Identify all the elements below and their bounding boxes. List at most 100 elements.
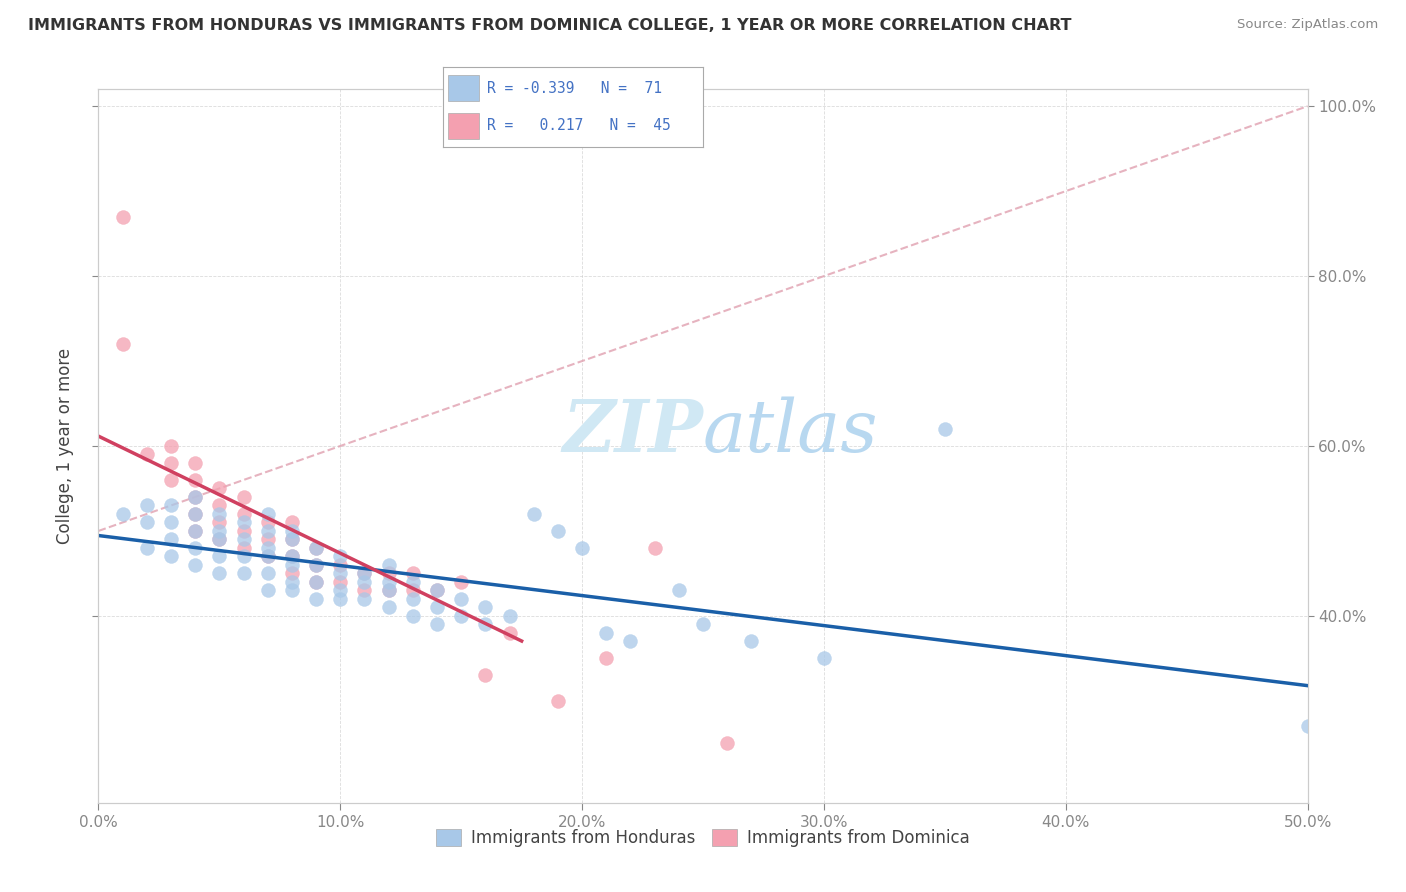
Point bbox=[281, 533, 304, 547]
Point bbox=[692, 617, 714, 632]
Text: R =   0.217   N =  45: R = 0.217 N = 45 bbox=[486, 118, 671, 133]
Point bbox=[329, 591, 352, 606]
Legend: Immigrants from Honduras, Immigrants from Dominica: Immigrants from Honduras, Immigrants fro… bbox=[427, 821, 979, 855]
Point bbox=[426, 583, 449, 598]
Point bbox=[281, 549, 304, 564]
Bar bbox=[449, 75, 479, 102]
Point bbox=[329, 583, 352, 598]
Point bbox=[232, 516, 254, 530]
Point bbox=[305, 558, 328, 572]
Point bbox=[232, 507, 254, 521]
Point bbox=[353, 591, 375, 606]
Point bbox=[595, 626, 617, 640]
Point bbox=[716, 736, 738, 750]
Point bbox=[256, 533, 278, 547]
Y-axis label: College, 1 year or more: College, 1 year or more bbox=[56, 348, 75, 544]
Point bbox=[377, 566, 399, 581]
Point bbox=[160, 439, 183, 453]
Point bbox=[377, 583, 399, 598]
Point bbox=[619, 634, 641, 648]
Point bbox=[402, 566, 425, 581]
Point bbox=[256, 541, 278, 555]
Point bbox=[232, 490, 254, 504]
Point bbox=[377, 558, 399, 572]
Point bbox=[208, 533, 231, 547]
Point bbox=[232, 549, 254, 564]
Point bbox=[184, 507, 207, 521]
Point bbox=[208, 549, 231, 564]
Point bbox=[256, 566, 278, 581]
Point bbox=[135, 499, 157, 513]
Point bbox=[208, 507, 231, 521]
Point bbox=[305, 541, 328, 555]
Point bbox=[208, 524, 231, 538]
Point bbox=[184, 524, 207, 538]
Point bbox=[474, 668, 496, 682]
Point bbox=[135, 541, 157, 555]
Point bbox=[668, 583, 690, 598]
Point bbox=[426, 617, 449, 632]
Point bbox=[135, 516, 157, 530]
Point bbox=[377, 583, 399, 598]
Point bbox=[329, 549, 352, 564]
Point bbox=[450, 591, 472, 606]
Point bbox=[450, 608, 472, 623]
Point bbox=[208, 533, 231, 547]
Text: IMMIGRANTS FROM HONDURAS VS IMMIGRANTS FROM DOMINICA COLLEGE, 1 YEAR OR MORE COR: IMMIGRANTS FROM HONDURAS VS IMMIGRANTS F… bbox=[28, 18, 1071, 33]
Point bbox=[571, 541, 593, 555]
Point bbox=[208, 499, 231, 513]
Point bbox=[402, 608, 425, 623]
Point bbox=[281, 566, 304, 581]
Point bbox=[402, 574, 425, 589]
Point bbox=[813, 651, 835, 665]
Point bbox=[111, 337, 134, 351]
Point bbox=[450, 574, 472, 589]
Point bbox=[281, 524, 304, 538]
Point bbox=[305, 541, 328, 555]
Point bbox=[1296, 719, 1319, 733]
Point bbox=[644, 541, 666, 555]
Point bbox=[305, 558, 328, 572]
Text: Source: ZipAtlas.com: Source: ZipAtlas.com bbox=[1237, 18, 1378, 31]
Point bbox=[184, 558, 207, 572]
Point bbox=[160, 533, 183, 547]
Point bbox=[184, 456, 207, 470]
Point bbox=[402, 591, 425, 606]
Point bbox=[160, 473, 183, 487]
Point bbox=[208, 516, 231, 530]
Point bbox=[281, 574, 304, 589]
Point bbox=[184, 524, 207, 538]
Point bbox=[547, 524, 569, 538]
Point bbox=[402, 583, 425, 598]
Point bbox=[426, 600, 449, 615]
Point bbox=[353, 566, 375, 581]
Point bbox=[232, 533, 254, 547]
Point bbox=[329, 558, 352, 572]
Point bbox=[256, 583, 278, 598]
Point bbox=[426, 583, 449, 598]
Point bbox=[256, 516, 278, 530]
Point bbox=[135, 448, 157, 462]
Point bbox=[184, 490, 207, 504]
Point bbox=[377, 600, 399, 615]
Point bbox=[281, 549, 304, 564]
Point bbox=[184, 507, 207, 521]
Bar bbox=[449, 112, 479, 139]
Point bbox=[281, 516, 304, 530]
Text: R = -0.339   N =  71: R = -0.339 N = 71 bbox=[486, 81, 662, 96]
Point bbox=[208, 482, 231, 496]
Point bbox=[329, 574, 352, 589]
Point bbox=[256, 507, 278, 521]
Point bbox=[377, 574, 399, 589]
Point bbox=[184, 490, 207, 504]
Text: ZIP: ZIP bbox=[562, 396, 703, 467]
Point bbox=[184, 473, 207, 487]
Point bbox=[329, 566, 352, 581]
Point bbox=[305, 574, 328, 589]
Point bbox=[160, 549, 183, 564]
Point bbox=[498, 608, 520, 623]
Point bbox=[740, 634, 762, 648]
Point bbox=[232, 524, 254, 538]
Point bbox=[305, 591, 328, 606]
Point bbox=[160, 516, 183, 530]
